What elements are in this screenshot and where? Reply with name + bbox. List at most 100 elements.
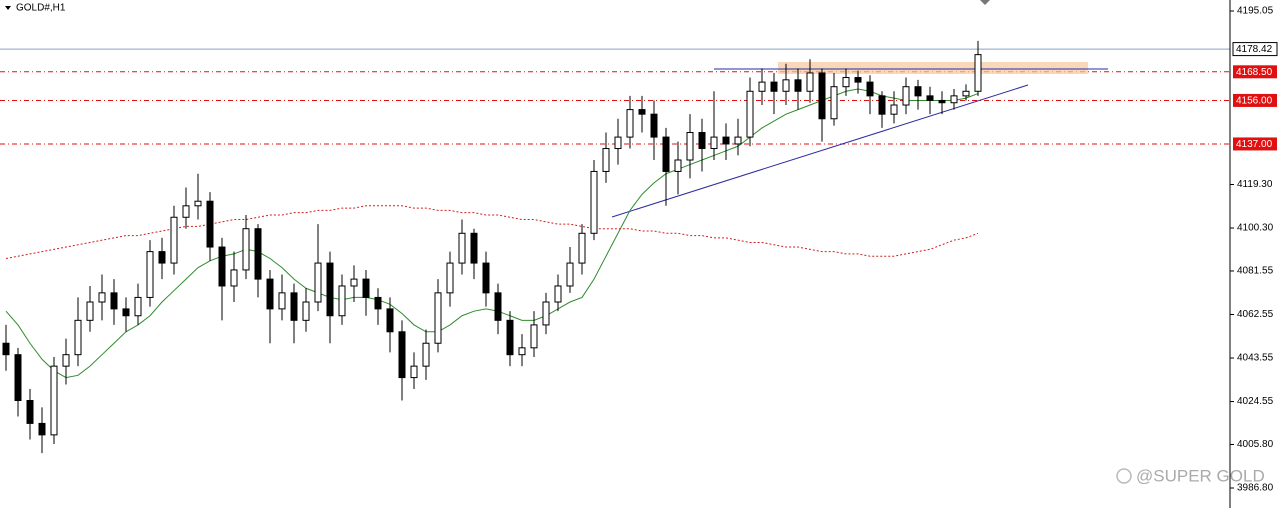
chart-title: GOLD#,H1: [16, 3, 66, 14]
candle-body: [98, 292, 106, 303]
candle-body: [86, 301, 94, 321]
candle-body: [422, 342, 430, 367]
candle-body: [518, 347, 526, 356]
candle-body: [26, 400, 34, 424]
y-tick-label: 4062.55: [1237, 309, 1274, 320]
candle-body: [182, 205, 190, 218]
candle-body: [110, 292, 118, 310]
candle-body: [902, 86, 910, 106]
candle-body: [674, 159, 682, 172]
candle-body: [542, 301, 550, 326]
candle-body: [638, 109, 646, 115]
candle-body: [74, 319, 82, 356]
y-tick-label: 4100.30: [1237, 223, 1274, 234]
candle-body: [254, 228, 262, 280]
candle-body: [974, 54, 982, 92]
candle-body: [842, 77, 850, 88]
candle-body: [770, 81, 778, 92]
candle-body: [590, 170, 598, 234]
candle-body: [806, 72, 814, 92]
candle-body: [362, 278, 370, 298]
current-price-box: [1232, 42, 1278, 57]
candle-body: [62, 354, 70, 367]
candle-body: [818, 72, 826, 120]
resistance-zone: [778, 62, 1088, 74]
candle-body: [950, 95, 958, 104]
candle-body: [722, 136, 730, 145]
level-label: 4156.00: [1236, 96, 1273, 107]
y-tick-label: 3986.80: [1237, 483, 1274, 494]
candle-body: [602, 148, 610, 172]
candle-body: [626, 109, 634, 138]
candle-body: [350, 278, 358, 287]
level-label-box: [1233, 65, 1277, 79]
candle-body: [338, 285, 346, 317]
candle-body: [614, 136, 622, 150]
candle-body: [374, 296, 382, 310]
level-label: 4168.50: [1236, 67, 1273, 78]
menu-arrow: [5, 6, 11, 10]
trend-line: [611, 84, 1029, 218]
candle-body: [410, 365, 418, 379]
candle-body: [326, 262, 334, 317]
candle-body: [878, 95, 886, 115]
y-tick-label: 4081.55: [1237, 266, 1274, 277]
candle-body: [734, 136, 742, 145]
candle-body: [266, 278, 274, 310]
marker: [980, 0, 990, 5]
candle-body: [302, 301, 310, 321]
level-label-box: [1233, 93, 1277, 107]
candle-body: [122, 308, 130, 317]
candle-body: [830, 86, 838, 120]
candle-body: [854, 77, 862, 83]
candle-body: [434, 292, 442, 344]
candle-body: [146, 251, 154, 298]
candle-body: [194, 200, 202, 207]
candle-body: [446, 262, 454, 294]
candle-body: [506, 319, 514, 356]
candle-body: [398, 331, 406, 379]
candle-body: [698, 132, 706, 150]
candle-body: [962, 90, 970, 97]
candle-body: [50, 365, 58, 436]
candle-body: [158, 251, 166, 264]
candle-body: [458, 232, 466, 264]
candle-body: [746, 90, 754, 138]
candle-body: [530, 324, 538, 349]
level-label: 4137.00: [1236, 139, 1273, 150]
candle-body: [218, 246, 226, 287]
candle-body: [686, 132, 694, 161]
y-tick-label: 4024.55: [1237, 396, 1274, 407]
candle-body: [782, 79, 790, 92]
y-tick-label: 4119.30: [1237, 179, 1273, 190]
candle-body: [710, 136, 718, 150]
candle-body: [230, 269, 238, 287]
candle-body: [494, 292, 502, 321]
current-price-label: 4178.42: [1236, 44, 1273, 55]
candle-body: [554, 285, 562, 303]
candle-body: [566, 262, 574, 287]
level-label-box: [1233, 137, 1277, 151]
candle-body: [794, 79, 802, 92]
candle-body: [650, 113, 658, 138]
candle-body: [314, 262, 322, 303]
watermark-icon: [1116, 468, 1132, 484]
candle-body: [2, 342, 10, 356]
candle-body: [170, 216, 178, 264]
candle-body: [38, 422, 46, 436]
candle-body: [758, 81, 766, 92]
candle-body: [386, 308, 394, 333]
candle-body: [914, 86, 922, 97]
candle-body: [470, 232, 478, 264]
candle-body: [242, 228, 250, 271]
candle-body: [206, 200, 214, 248]
candle-body: [866, 81, 874, 97]
watermark: @SUPER GOLD: [1136, 466, 1265, 485]
moving-average: [5, 205, 979, 259]
candle-body: [662, 136, 670, 172]
y-tick-label: 4043.55: [1237, 353, 1274, 364]
moving-average: [5, 88, 979, 379]
candle-body: [134, 296, 142, 317]
